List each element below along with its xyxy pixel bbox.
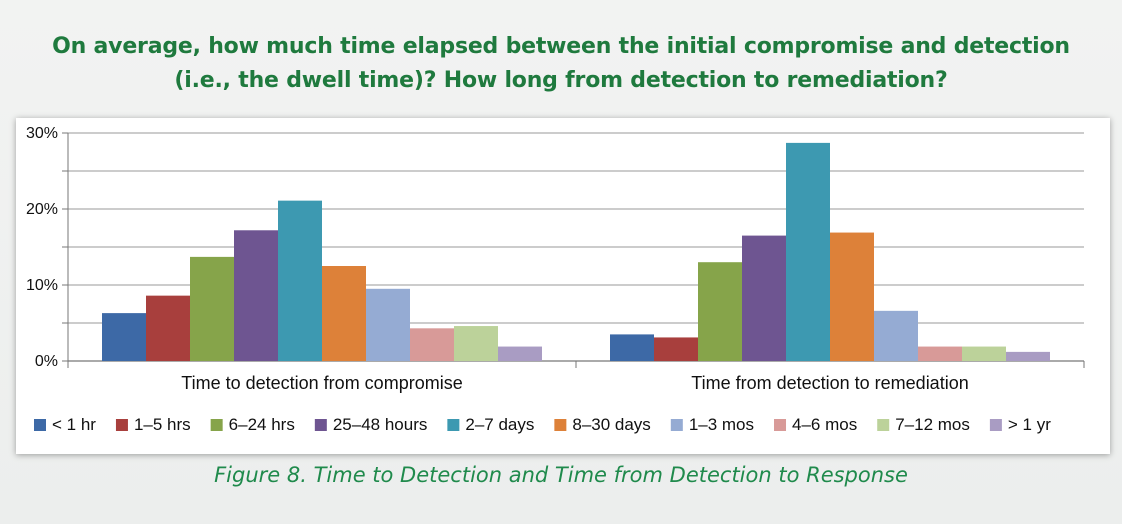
bar	[190, 256, 234, 361]
bar	[698, 262, 742, 361]
bar-chart: 0% 10% 20% 30% Time to detection from compro…	[26, 125, 1085, 434]
bar	[498, 346, 542, 361]
legend-label: 7–12 mos	[895, 415, 970, 434]
legend-label: 1–3 mos	[689, 415, 754, 434]
legend-swatch	[774, 419, 787, 431]
title-line-2: (i.e., the dwell time)? How long from de…	[174, 68, 948, 93]
y-tick-label: 30%	[26, 125, 58, 142]
bar	[234, 230, 278, 361]
legend-swatch	[115, 419, 128, 431]
bar	[410, 328, 454, 361]
bar	[786, 142, 830, 361]
legend-label: 2–7 days	[465, 415, 534, 434]
title-line-1: On average, how much time elapsed betwee…	[52, 34, 1070, 59]
y-tick-label: 10%	[26, 277, 58, 294]
bar	[742, 235, 786, 361]
legend-swatch	[447, 419, 460, 431]
legend-swatch	[877, 419, 890, 431]
chart-panel: 0% 10% 20% 30% Time to detection from compro…	[16, 118, 1110, 454]
legend-swatch	[34, 419, 46, 431]
legend-label: > 1 yr	[1008, 415, 1051, 434]
legend-label: 1–5 hrs	[134, 415, 191, 434]
x-category-label: Time to detection from compromise	[181, 373, 462, 393]
bar	[654, 337, 698, 361]
legend-label: < 1 hr	[52, 415, 96, 434]
bar	[278, 200, 322, 361]
x-category-label: Time from detection to remediation	[691, 373, 968, 393]
y-tick-label: 20%	[26, 201, 58, 218]
bar	[874, 310, 918, 361]
figure-caption: Figure 8. Time to Detection and Time fro…	[214, 463, 908, 487]
legend-swatch	[314, 419, 327, 431]
legend-label: 6–24 hrs	[229, 415, 295, 434]
legend-swatch	[989, 419, 1002, 431]
bar	[366, 288, 410, 361]
bar	[146, 295, 190, 361]
bar	[918, 346, 962, 361]
legend-label: 8–30 days	[572, 415, 650, 434]
bar	[610, 334, 654, 361]
legend-swatch	[554, 419, 567, 431]
legend-label: 25–48 hours	[333, 415, 428, 434]
bar	[322, 266, 366, 361]
chart-title: On average, how much time elapsed betwee…	[0, 30, 1122, 98]
legend-label: 4–6 mos	[792, 415, 857, 434]
legend-swatch	[210, 419, 223, 431]
bar	[102, 313, 146, 361]
bar	[962, 346, 1006, 361]
bar	[830, 232, 874, 361]
y-tick-label: 0%	[35, 353, 58, 370]
legend-swatch	[670, 419, 683, 431]
bar	[1006, 351, 1050, 361]
bar	[454, 326, 498, 361]
